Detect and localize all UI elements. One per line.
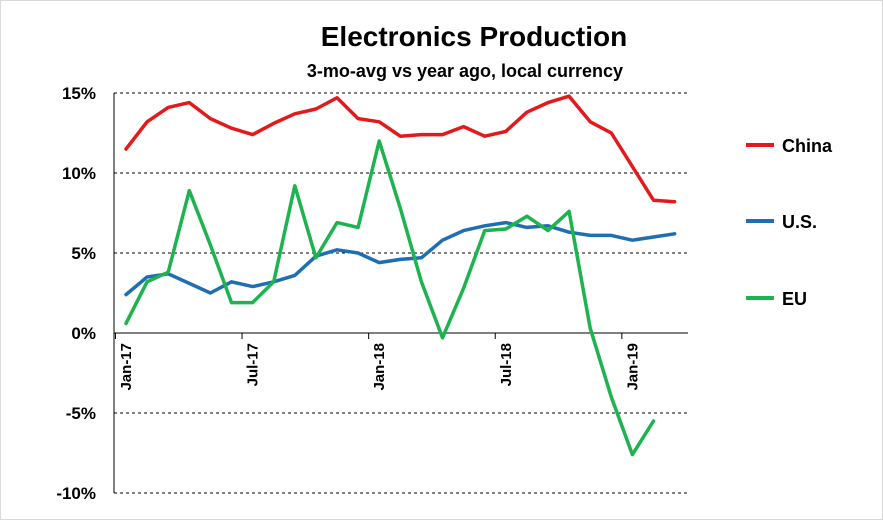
series-lines: [124, 94, 677, 457]
series-line-eu: [124, 139, 656, 457]
y-tick-label: 0%: [71, 324, 96, 343]
y-tick-label: 15%: [62, 84, 96, 103]
chart-title: Electronics Production: [321, 21, 628, 52]
axes: [113, 93, 688, 493]
x-tick-label: Jan-18: [371, 343, 388, 391]
x-tick-label: Jan-19: [624, 343, 641, 391]
y-tick-label: 10%: [62, 164, 96, 183]
chart-subtitle: 3-mo-avg vs year ago, local currency: [307, 61, 623, 81]
x-tick-label: Jul-18: [498, 343, 515, 386]
legend-label: China: [782, 136, 833, 156]
y-axis-tick-labels: 15% 10% 5% 0% -5% -10%: [56, 84, 96, 503]
x-tick-label: Jul-17: [245, 343, 262, 386]
legend-label: EU: [782, 289, 807, 309]
legend-label: U.S.: [782, 212, 817, 232]
x-axis-tick-labels: Jan-17 Jul-17 Jan-18 Jul-18 Jan-19: [118, 343, 641, 391]
y-tick-label: -5%: [66, 404, 96, 423]
gridlines: [114, 92, 688, 494]
x-tick-label: Jan-17: [118, 343, 135, 391]
series-line-u-s: [124, 220, 677, 297]
y-tick-label: 5%: [71, 244, 96, 263]
series-line-china: [124, 94, 677, 204]
legend: China U.S. EU: [746, 136, 833, 309]
y-tick-label: -10%: [56, 484, 96, 503]
